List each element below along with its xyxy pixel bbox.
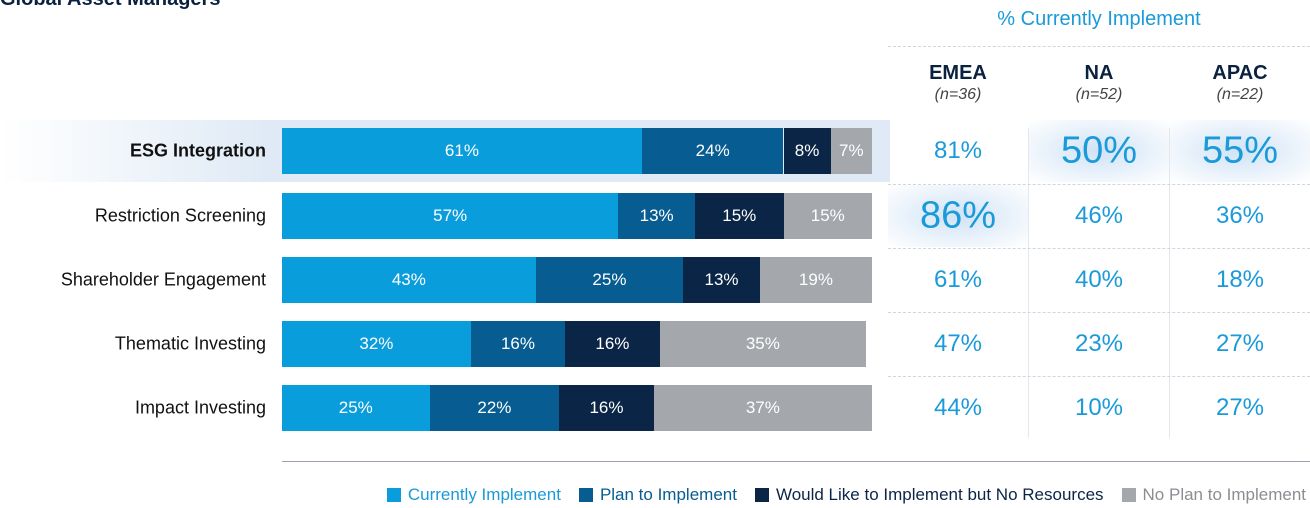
data-label: 15%	[810, 206, 845, 225]
data-label: 35%	[745, 334, 780, 353]
region-header: NA (n=52)	[1029, 62, 1169, 104]
region-percentage: 27%	[1215, 330, 1265, 357]
region-percentage: 23%	[1074, 330, 1124, 357]
bar-segment: 15%	[695, 193, 784, 239]
region-header: APAC (n=22)	[1170, 62, 1310, 104]
bar-segment: 19%	[759, 257, 872, 303]
bar-segment: 24%	[641, 128, 784, 174]
region-sample-size: (n=36)	[934, 86, 982, 103]
data-label: 32%	[359, 334, 394, 353]
legend-label: No Plan to Implement	[1142, 485, 1306, 504]
region-percentage: 50%	[1060, 129, 1138, 172]
legend-item: Plan to Implement	[578, 485, 737, 505]
region-name: EMEA	[929, 62, 987, 84]
legend-item: No Plan to Implement	[1121, 485, 1306, 505]
row-separator	[888, 184, 1310, 185]
bar-segment: 16%	[565, 321, 660, 367]
region-header: EMEA (n=36)	[888, 62, 1028, 104]
region-percentage: 44%	[933, 394, 983, 421]
legend-item: Currently Implement	[386, 485, 561, 505]
category-label: Impact Investing	[134, 397, 266, 418]
bar-segment: 16%	[559, 385, 654, 431]
bar-segment: 57%	[282, 193, 619, 239]
bar-segment: 8%	[783, 128, 831, 174]
region-percentage: 46%	[1074, 202, 1124, 229]
data-label: 22%	[477, 398, 512, 417]
region-sample-size: (n=52)	[1075, 86, 1123, 103]
region-name: NA	[1084, 62, 1114, 84]
region-percentage: 81%	[933, 137, 983, 164]
data-label: 16%	[500, 334, 535, 353]
region-sample-size: (n=22)	[1216, 86, 1264, 103]
divider-line	[888, 46, 1310, 47]
category-label: Shareholder Engagement	[60, 269, 266, 290]
data-label: 25%	[338, 398, 373, 417]
region-percentage: 18%	[1215, 266, 1265, 293]
data-label: 57%	[433, 206, 468, 225]
bar-segment: 13%	[683, 257, 760, 303]
regional-table-title: % Currently Implement	[997, 8, 1201, 30]
data-label: 15%	[722, 206, 757, 225]
legend-label: Plan to Implement	[599, 485, 737, 504]
region-percentage: 47%	[933, 330, 983, 357]
bar-segment: 25%	[282, 385, 430, 431]
cell-highlight	[888, 185, 1028, 247]
legend-swatch	[578, 488, 593, 502]
bar-segment: 15%	[783, 193, 872, 239]
row-separator	[888, 312, 1310, 313]
bar-segment: 22%	[429, 385, 560, 431]
data-label: 43%	[391, 270, 426, 289]
legend-swatch	[386, 488, 401, 502]
bar-segment: 35%	[659, 321, 867, 367]
category-label: Restriction Screening	[94, 205, 266, 226]
data-label: 13%	[704, 270, 739, 289]
cell-highlight	[1170, 120, 1310, 182]
row-separator	[888, 376, 1310, 377]
chart-title: Global Asset Managers	[0, 0, 220, 11]
axis-line	[282, 461, 1310, 462]
legend-label: Would Like to Implement but No Resources	[775, 485, 1104, 504]
data-label: 61%	[444, 141, 479, 160]
region-percentage: 86%	[919, 194, 997, 237]
legend-swatch	[754, 488, 769, 502]
bar-segment: 32%	[282, 321, 471, 367]
data-label: 25%	[592, 270, 627, 289]
cell-highlight	[1029, 120, 1169, 182]
region-percentage: 27%	[1215, 394, 1265, 421]
bar-segment: 25%	[535, 257, 684, 303]
column-separator	[1169, 128, 1170, 438]
data-label: 19%	[798, 270, 833, 289]
column-separator	[1028, 128, 1029, 438]
legend: Currently Implement Plan to Implement Woul…	[386, 485, 1306, 505]
bar-segment: 7%	[830, 128, 872, 174]
category-label: Thematic Investing	[114, 333, 266, 354]
region-name: APAC	[1212, 62, 1268, 84]
bar-segment: 13%	[618, 193, 695, 239]
region-percentage: 55%	[1201, 129, 1279, 172]
bar-segment: 61%	[282, 128, 642, 174]
region-percentage: 61%	[933, 266, 983, 293]
region-percentage: 40%	[1074, 266, 1124, 293]
legend-label: Currently Implement	[407, 485, 561, 504]
region-percentage: 36%	[1215, 202, 1265, 229]
legend-swatch	[1121, 488, 1136, 502]
bar-segment: 43%	[282, 257, 536, 303]
data-label: 24%	[695, 141, 730, 160]
category-label: ESG Integration	[129, 140, 266, 161]
bar-segment: 37%	[653, 385, 872, 431]
bar-segment: 16%	[470, 321, 566, 367]
data-label: 16%	[595, 334, 630, 353]
data-label: 7%	[839, 141, 864, 160]
legend-item: Would Like to Implement but No Resources	[754, 485, 1104, 505]
row-separator	[888, 248, 1310, 249]
region-percentage: 10%	[1074, 394, 1124, 421]
data-label: 16%	[589, 398, 624, 417]
data-label: 8%	[794, 141, 820, 160]
data-label: 13%	[639, 206, 674, 225]
data-label: 37%	[745, 398, 780, 417]
